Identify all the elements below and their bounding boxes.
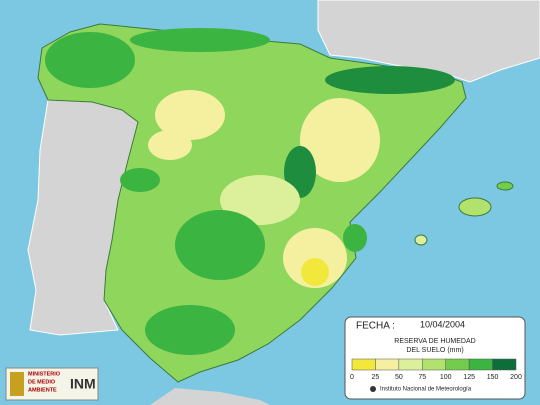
- moisture-zones: [45, 28, 455, 355]
- date: 10/04/2004: [420, 319, 465, 329]
- ministry-line: MINISTERIO: [28, 371, 61, 377]
- zone: [130, 28, 270, 52]
- africa: [150, 388, 270, 405]
- legend-tick-label: 25: [372, 374, 380, 381]
- zone: [220, 175, 300, 225]
- mallorca: [458, 197, 492, 217]
- zone: [145, 305, 235, 355]
- legend-tick-label: 50: [395, 374, 403, 381]
- legend-tick-label: 200: [510, 374, 522, 381]
- zone: [120, 168, 160, 192]
- legend-title: DEL SUELO (mm): [406, 347, 463, 354]
- zone: [155, 90, 225, 140]
- menorca: [496, 181, 514, 191]
- ministry-line: DE MEDIO: [28, 379, 56, 385]
- date-label: FECHA :: [356, 321, 395, 332]
- legend-tick-label: 100: [440, 374, 452, 381]
- balearic-islands: [414, 181, 514, 246]
- legend-box: [344, 316, 526, 400]
- ministry-line: AMBIENTE: [28, 387, 57, 393]
- zone: [325, 66, 455, 94]
- zone: [45, 32, 135, 88]
- legend-tick-label: 75: [418, 374, 426, 381]
- legend-title: RESERVA DE HUMEDAD: [394, 338, 475, 345]
- zone: [301, 258, 329, 286]
- ibiza: [414, 234, 428, 246]
- legend-tick-label: 125: [463, 374, 475, 381]
- legend-swatch: [422, 358, 446, 371]
- institute-logo: INM: [70, 376, 96, 392]
- coat-of-arms: [10, 372, 24, 396]
- credit: Instituto Nacional de Meteorología: [380, 387, 472, 393]
- credit-icon: [370, 386, 376, 392]
- legend-tick-label: 0: [350, 374, 354, 381]
- legend-swatch: [492, 358, 517, 371]
- legend-swatch: [351, 358, 376, 371]
- legend-tick-label: 150: [487, 374, 499, 381]
- zone: [148, 130, 192, 160]
- legend-swatch: [398, 358, 423, 371]
- legend-swatch: [445, 358, 470, 371]
- legend-swatch: [468, 358, 493, 371]
- legend-swatch: [375, 358, 400, 371]
- zone: [175, 210, 265, 280]
- zone: [343, 224, 367, 252]
- zone: [300, 98, 380, 182]
